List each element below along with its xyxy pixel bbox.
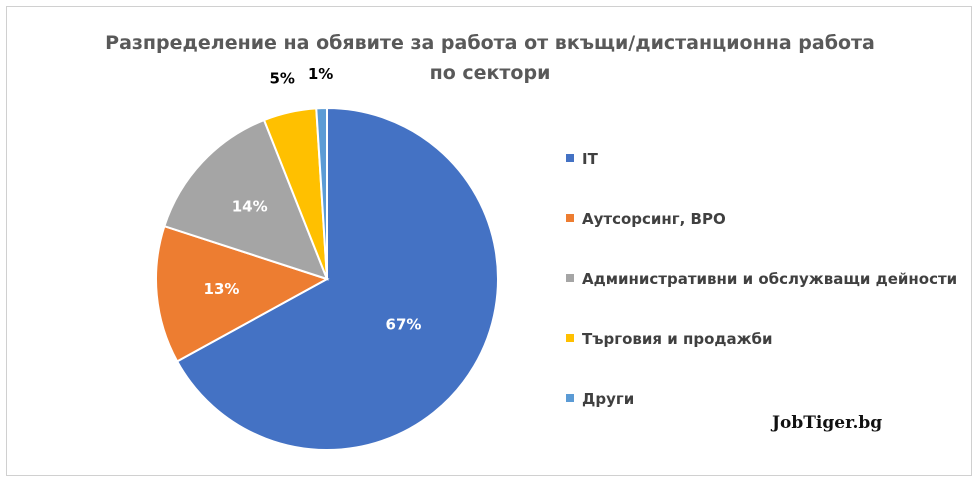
legend-item-it: IT	[566, 150, 598, 168]
legend-swatch-it	[566, 153, 574, 162]
data-label-administrative: 14%	[232, 197, 268, 215]
data-label-other: 1%	[308, 65, 333, 83]
legend-label-administrative: Административни и обслужващи дейности	[582, 270, 958, 288]
data-label-it: 67%	[386, 315, 422, 333]
legend-swatch-sales	[566, 333, 574, 342]
data-label-sales: 5%	[269, 70, 294, 88]
legend-swatch-other	[566, 393, 574, 402]
pie-slice-administrative	[163, 118, 329, 281]
legend-item-outsourcing: Аутсорсинг, BPO	[566, 210, 726, 228]
legend-item-administrative: Административни и обслужващи дейности	[566, 270, 957, 288]
legend-swatch-administrative	[566, 273, 574, 282]
brand-watermark: JobTiger.bg	[772, 413, 883, 433]
chart-title: Разпределение на обявите за работа от вк…	[0, 28, 980, 88]
legend-label-other: Други	[582, 390, 635, 408]
legend-item-sales: Търговия и продажби	[566, 330, 773, 348]
chart-title-line-2: по сектори	[429, 62, 551, 84]
legend-item-other: Други	[566, 390, 634, 408]
pie-slice-outsourcing	[155, 224, 330, 363]
legend-label-sales: Търговия и продажби	[582, 330, 773, 348]
pie-slice-it	[175, 106, 499, 451]
legend-swatch-outsourcing	[566, 213, 574, 222]
pie-slice-other	[315, 106, 328, 280]
chart-title-line-1: Разпределение на обявите за работа от вк…	[105, 32, 875, 54]
legend-label-outsourcing: Аутсорсинг, BPO	[582, 210, 726, 228]
legend-label-it: IT	[582, 150, 598, 168]
data-label-outsourcing: 13%	[204, 280, 240, 298]
